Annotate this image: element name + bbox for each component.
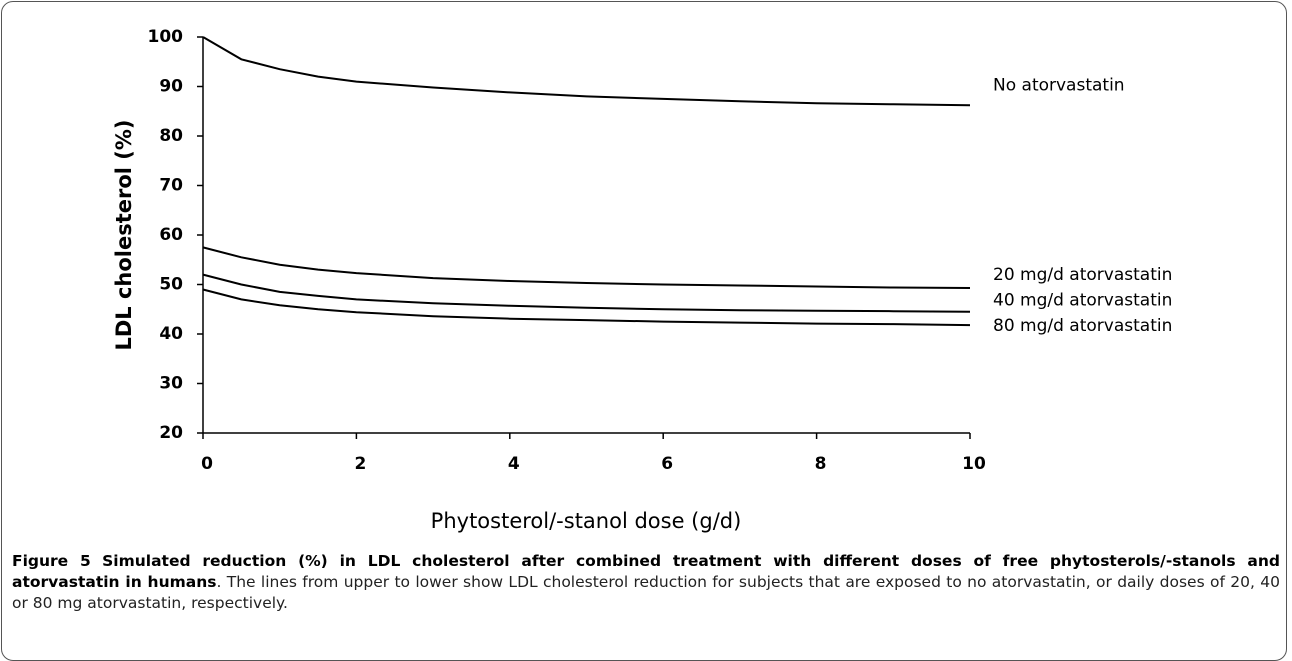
- series-line: [202, 273, 971, 313]
- series-label: 80 mg/d atorvastatin: [993, 316, 1172, 336]
- y-tick-label: 100: [148, 27, 184, 47]
- caption: Figure 5 Simulated reduction (%) in LDL …: [12, 551, 1280, 614]
- y-tick-label: 40: [159, 324, 183, 344]
- y-tick-label: 30: [159, 374, 183, 394]
- caption-text: . The lines from upper to lower show LDL…: [12, 573, 1280, 612]
- x-tick-label: 10: [962, 454, 986, 474]
- caption-title: Simulated reduction (%) in LDL cholester…: [12, 552, 1280, 591]
- y-axis-title: LDL cholesterol (%): [112, 119, 136, 350]
- x-tick-label: 0: [201, 454, 213, 474]
- series-label: 20 mg/d atorvastatin: [993, 265, 1172, 285]
- chart: LDL cholesterol (%) Phytosterol/-stanol …: [112, 27, 1172, 533]
- x-tick-label: 4: [508, 454, 520, 474]
- series-line: [202, 36, 971, 107]
- series-label: 40 mg/d atorvastatin: [993, 291, 1172, 311]
- series-line: [202, 246, 971, 289]
- x-tick-label: 8: [815, 454, 827, 474]
- x-axis-title: Phytosterol/-stanol dose (g/d): [431, 509, 742, 533]
- y-tick-label: 60: [159, 225, 183, 245]
- y-tick-label: 90: [159, 77, 183, 97]
- y-tick-label: 80: [159, 126, 183, 146]
- y-tick-label: 50: [159, 275, 183, 295]
- caption-label: Figure 5: [12, 552, 91, 570]
- y-tick-label: 20: [159, 423, 183, 443]
- x-tick-label: 6: [661, 454, 673, 474]
- x-tick-label: 2: [354, 454, 366, 474]
- series-line: [202, 288, 971, 327]
- y-tick-label: 70: [159, 176, 183, 196]
- series-label: No atorvastatin: [993, 75, 1125, 95]
